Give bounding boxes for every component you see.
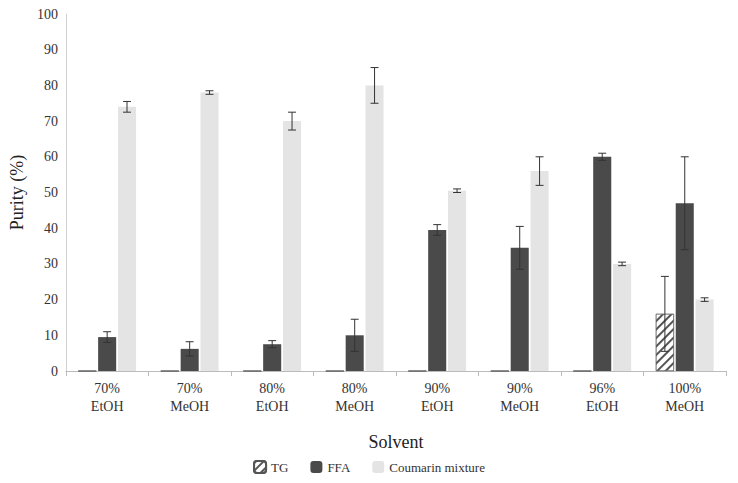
svg-text:EtOH: EtOH (586, 399, 619, 414)
svg-text:70%: 70% (177, 381, 203, 396)
svg-text:90: 90 (44, 42, 58, 57)
svg-text:60: 60 (44, 149, 58, 164)
svg-text:Coumarin mixture: Coumarin mixture (389, 460, 485, 475)
svg-text:80: 80 (44, 78, 58, 93)
svg-text:90%: 90% (507, 381, 533, 396)
svg-text:MeOH: MeOH (335, 399, 374, 414)
svg-text:100: 100 (37, 7, 58, 22)
svg-text:TG: TG (271, 460, 288, 475)
svg-text:20: 20 (44, 292, 58, 307)
svg-text:70%: 70% (94, 381, 120, 396)
svg-text:MeOH: MeOH (665, 399, 704, 414)
svg-text:10: 10 (44, 328, 58, 343)
svg-text:80%: 80% (342, 381, 368, 396)
svg-text:MeOH: MeOH (500, 399, 539, 414)
svg-text:96%: 96% (589, 381, 615, 396)
svg-text:Solvent: Solvent (368, 432, 423, 452)
svg-text:50: 50 (44, 185, 58, 200)
svg-text:EtOH: EtOH (421, 399, 454, 414)
svg-text:0: 0 (51, 364, 58, 379)
svg-text:100%: 100% (668, 381, 701, 396)
svg-text:70: 70 (44, 114, 58, 129)
svg-text:30: 30 (44, 256, 58, 271)
svg-text:EtOH: EtOH (256, 399, 289, 414)
svg-text:80%: 80% (259, 381, 285, 396)
svg-text:FFA: FFA (327, 460, 350, 475)
svg-text:MeOH: MeOH (170, 399, 209, 414)
svg-text:Purity (%): Purity (%) (7, 155, 28, 231)
svg-text:EtOH: EtOH (91, 399, 124, 414)
svg-text:40: 40 (44, 221, 58, 236)
svg-text:90%: 90% (424, 381, 450, 396)
